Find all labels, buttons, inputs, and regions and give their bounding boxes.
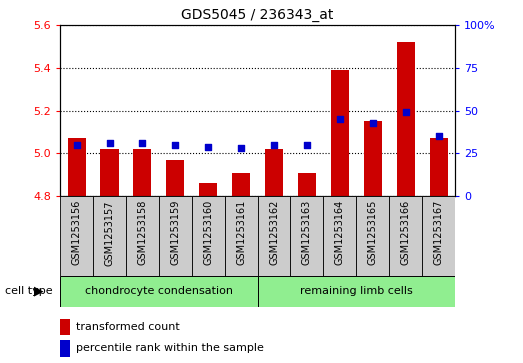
Bar [257, 276, 455, 307]
Bar [126, 196, 159, 276]
Bar [67, 138, 86, 196]
Point [72, 142, 81, 148]
Text: GSM1253159: GSM1253159 [170, 200, 180, 265]
Bar [290, 196, 323, 276]
Text: GSM1253160: GSM1253160 [203, 200, 213, 265]
Text: GSM1253157: GSM1253157 [105, 200, 115, 265]
Text: GSM1253163: GSM1253163 [302, 200, 312, 265]
Point [336, 116, 344, 122]
Text: GSM1253167: GSM1253167 [434, 200, 444, 265]
Bar [60, 340, 70, 357]
Bar [232, 172, 250, 196]
Bar [265, 149, 283, 196]
Point [138, 140, 146, 146]
Bar [133, 149, 152, 196]
Point [435, 134, 443, 139]
Bar [331, 70, 349, 196]
Text: ▶: ▶ [35, 285, 44, 298]
Text: GSM1253161: GSM1253161 [236, 200, 246, 265]
Text: remaining limb cells: remaining limb cells [300, 286, 413, 296]
Bar [166, 160, 185, 196]
Bar [323, 196, 356, 276]
Bar [100, 149, 119, 196]
Text: percentile rank within the sample: percentile rank within the sample [76, 343, 264, 354]
Bar [60, 196, 93, 276]
Point [402, 110, 410, 115]
Text: transformed count: transformed count [76, 322, 180, 332]
Text: chondrocyte condensation: chondrocyte condensation [85, 286, 233, 296]
Bar [429, 138, 448, 196]
Text: GSM1253158: GSM1253158 [138, 200, 147, 265]
Bar [356, 196, 389, 276]
Point [270, 142, 278, 148]
Text: GSM1253162: GSM1253162 [269, 200, 279, 265]
Bar [389, 196, 422, 276]
Text: cell type: cell type [5, 286, 53, 296]
Point [105, 140, 113, 146]
Text: GSM1253166: GSM1253166 [401, 200, 411, 265]
Point [303, 142, 311, 148]
Text: GSM1253156: GSM1253156 [72, 200, 82, 265]
Bar [298, 172, 316, 196]
Point [237, 145, 245, 151]
Bar [60, 276, 257, 307]
Bar [396, 42, 415, 196]
Bar [60, 319, 70, 335]
Bar [363, 121, 382, 196]
Text: GSM1253164: GSM1253164 [335, 200, 345, 265]
Point [204, 144, 212, 150]
Bar [199, 183, 217, 196]
Text: GSM1253165: GSM1253165 [368, 200, 378, 265]
Bar [422, 196, 455, 276]
Point [369, 120, 377, 126]
Title: GDS5045 / 236343_at: GDS5045 / 236343_at [181, 8, 334, 22]
Bar [159, 196, 192, 276]
Bar [192, 196, 225, 276]
Bar [93, 196, 126, 276]
Bar [225, 196, 257, 276]
Bar [257, 196, 290, 276]
Point [171, 142, 179, 148]
